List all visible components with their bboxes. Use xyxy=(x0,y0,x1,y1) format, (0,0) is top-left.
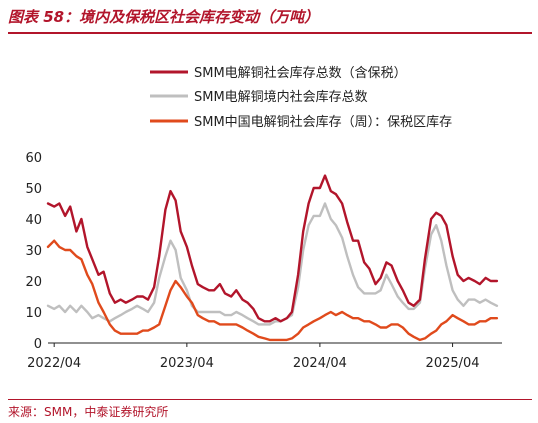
y-tick-label: 50 xyxy=(25,182,42,197)
y-tick-label: 10 xyxy=(25,306,42,321)
y-tick-label: 30 xyxy=(25,244,42,259)
series-line-3 xyxy=(46,239,499,342)
y-tick-label: 60 xyxy=(25,151,42,166)
legend-label: SMM电解铜社会库存总数（含保税） xyxy=(194,65,407,81)
x-tick-label: 2025/04 xyxy=(426,356,480,371)
y-tick-label: 0 xyxy=(34,337,42,352)
x-tick-label: 2023/04 xyxy=(160,356,214,371)
figure-title: 图表 58：境内及保税区社会库存变动（万吨） xyxy=(8,8,320,26)
x-tick-label: 2024/04 xyxy=(293,356,347,371)
source-note: 来源：SMM，中泰证券研究所 xyxy=(8,405,169,419)
x-tick-label: 2022/04 xyxy=(27,356,81,371)
title-divider xyxy=(8,32,532,34)
legend-label: SMM中国电解铜社会库存（周）：保税区库存 xyxy=(194,114,452,130)
y-tick-label: 40 xyxy=(25,213,42,228)
chart-legend: SMM电解铜社会库存总数（含保税） SMM电解铜境内社会库存总数 SMM中国电解铜社… xyxy=(150,65,452,130)
chart-series xyxy=(46,174,499,342)
series-line-1 xyxy=(46,174,499,323)
y-tick-label: 20 xyxy=(25,275,42,290)
chart-axes: 0 10 20 30 40 50 60 2022/04 2023/04 2024/04 2025/0… xyxy=(25,151,502,371)
legend-label: SMM电解铜境内社会库存总数 xyxy=(194,89,368,105)
source-divider xyxy=(8,399,532,400)
